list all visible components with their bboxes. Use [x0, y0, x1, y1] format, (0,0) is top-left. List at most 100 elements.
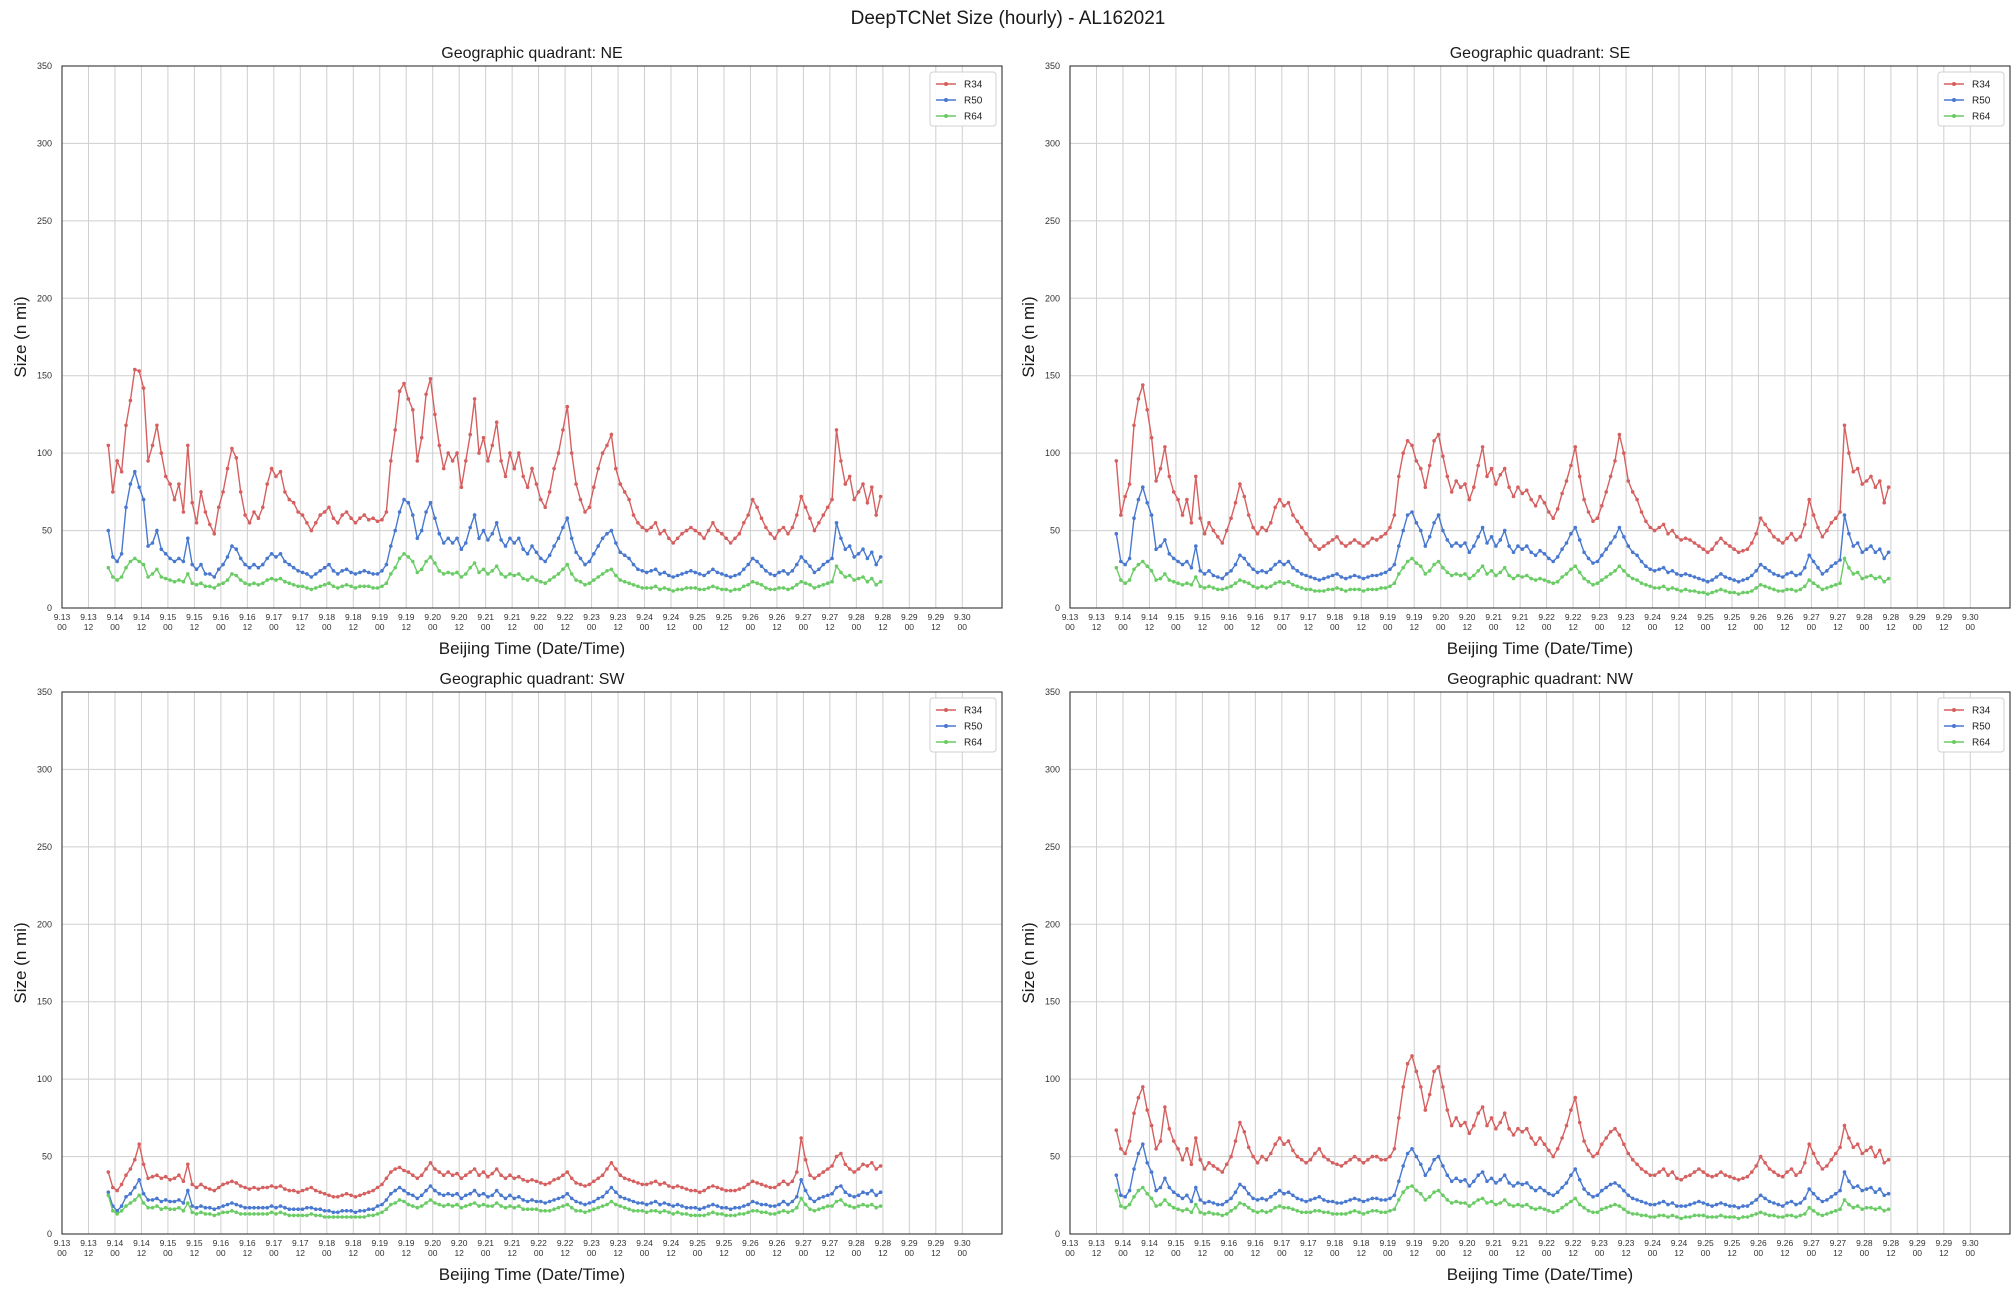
sw-series-r34-point: [212, 1188, 217, 1193]
sw-x-tick-label: 9.27 12: [822, 1238, 839, 1258]
sw-series-r50-point: [477, 1193, 481, 1198]
sw-series-r50-point: [600, 1195, 605, 1199]
se-series-r64-point: [1617, 564, 1622, 568]
nw-series-r34-point: [1255, 1161, 1260, 1165]
nw-series-r64-point: [1282, 1205, 1286, 1210]
se-series-r34-point: [1242, 494, 1247, 499]
sw-x-tick-label: 9.23 00: [583, 1238, 600, 1258]
sw-series-r34-point: [786, 1182, 790, 1187]
se-series-r64-point: [1750, 589, 1754, 593]
se-series-r64-point: [1626, 573, 1631, 578]
se-series-r50-point: [1313, 576, 1317, 581]
nw-series-r64-point: [1776, 1215, 1781, 1219]
sw-series-r34-point: [115, 1188, 119, 1193]
sw-series-r34-point: [658, 1182, 662, 1187]
se-series-r34-point: [1498, 473, 1503, 477]
ne-series-r50-point: [622, 553, 627, 558]
se-series-r64-point: [1419, 564, 1423, 568]
sw-x-tick-label: 9.19 12: [398, 1238, 415, 1258]
se-series-r34-point: [1388, 525, 1392, 530]
nw-series-r50-point: [1547, 1191, 1551, 1196]
ne-series-r34-point: [261, 505, 265, 510]
nw-series-r64-point: [1741, 1215, 1745, 1219]
se-series-r50-point: [1458, 544, 1463, 548]
ne-series-r34-point: [159, 451, 164, 455]
nw-series-r34-point: [1679, 1178, 1683, 1182]
nw-series-r50-point: [1485, 1179, 1489, 1184]
nw-series-r34-point: [1882, 1161, 1886, 1165]
sw-series-r34-point: [552, 1178, 556, 1182]
se-series-r50-point: [1123, 562, 1127, 567]
ne-series-r64-point: [309, 587, 314, 592]
ne-series-r34-point: [724, 536, 728, 541]
ne-series-r64-point: [141, 562, 146, 567]
nw-series-r50-point: [1198, 1198, 1202, 1202]
sw-series-r34-point: [472, 1167, 477, 1171]
se-series-r34-point: [1405, 439, 1410, 443]
se-series-r64-point: [1273, 581, 1277, 585]
se-series-r64-point: [1538, 576, 1542, 581]
sw-series-r34-point: [124, 1173, 128, 1177]
ne-series-r50-point: [450, 541, 455, 545]
nw-series-r64-point: [1661, 1213, 1666, 1218]
sw-y-tick-label: 0: [47, 1229, 52, 1239]
sw-series-r34-point: [777, 1182, 781, 1187]
nw-series-r34-point: [1582, 1139, 1586, 1143]
ne-series-r34-point: [437, 443, 442, 448]
nw-series-r64-point: [1542, 1207, 1547, 1211]
nw-series-r64-point: [1547, 1209, 1551, 1213]
sw-series-r34-point: [847, 1167, 852, 1171]
ne-series-r34-point: [163, 474, 168, 479]
ne-series-r64-point: [662, 586, 667, 590]
nw-series-r50-point: [1767, 1199, 1772, 1204]
sw-series-r34-point: [230, 1179, 234, 1184]
ne-series-r64-point: [375, 586, 380, 590]
nw-series-r64-point: [1569, 1199, 1573, 1204]
se-series-r64-point: [1886, 576, 1891, 581]
sw-x-tick-label: 9.17 12: [292, 1238, 309, 1258]
sw-series-r64-point: [225, 1210, 230, 1215]
se-series-r50-point: [1825, 569, 1829, 573]
nw-series-r34-point: [1767, 1167, 1772, 1171]
nw-series-r34-point: [1516, 1126, 1520, 1131]
se-x-tick-label: 9.21 12: [1512, 612, 1529, 632]
se-series-r34-point: [1441, 454, 1445, 459]
sw-series-r64-point: [499, 1204, 503, 1208]
sw-series-r50-point: [702, 1205, 706, 1210]
nw-plot-frame: [1069, 691, 2011, 1235]
nw-series-r34-point: [1361, 1161, 1366, 1165]
se-series-r50-point: [1242, 556, 1247, 561]
sw-legend-box: [929, 697, 997, 753]
sw-series-r50-point: [878, 1190, 883, 1194]
ne-series-r64-point: [455, 570, 459, 575]
ne-y-tick-label: 350: [37, 61, 52, 71]
sw-series-r64-point: [680, 1212, 684, 1216]
nw-series-r50-point: [1194, 1185, 1198, 1190]
nw-series-r34-point: [1794, 1173, 1798, 1177]
nw-series-r34-point: [1780, 1174, 1785, 1179]
sw-series-r50-point: [861, 1190, 865, 1194]
ne-series-r34-point: [137, 369, 141, 373]
ne-series-r50-point: [366, 570, 371, 575]
ne-series-r34-point: [327, 505, 331, 510]
sw-series-r34-point: [799, 1136, 803, 1140]
ne-series-r64-point: [786, 587, 790, 592]
se-series-r64-point: [1335, 586, 1339, 590]
se-series-r64-point: [1525, 573, 1529, 578]
sw-x-tick-label: 9.22 00: [530, 1238, 547, 1258]
nw-series-r34-point: [1216, 1167, 1220, 1171]
sw-series-r34-point: [852, 1170, 856, 1174]
se-series-r64-point: [1357, 587, 1361, 592]
nw-series-r34-point: [1202, 1167, 1207, 1171]
sw-series-r50-point: [790, 1199, 795, 1204]
se-series-r64-point: [1304, 587, 1308, 592]
se-legend-label-r50: R50: [1972, 96, 1991, 107]
ne-series-r50-point: [614, 541, 618, 545]
ne-series-r50-point: [825, 559, 830, 564]
sw-series-r64-point: [490, 1204, 495, 1208]
nw-series-r64-point: [1163, 1198, 1167, 1202]
sw-y-tick-label: 350: [37, 687, 52, 697]
sw-series-r64-point: [371, 1213, 375, 1218]
ne-series-r50-point: [419, 528, 424, 533]
se-series-r34-point: [1529, 497, 1533, 502]
